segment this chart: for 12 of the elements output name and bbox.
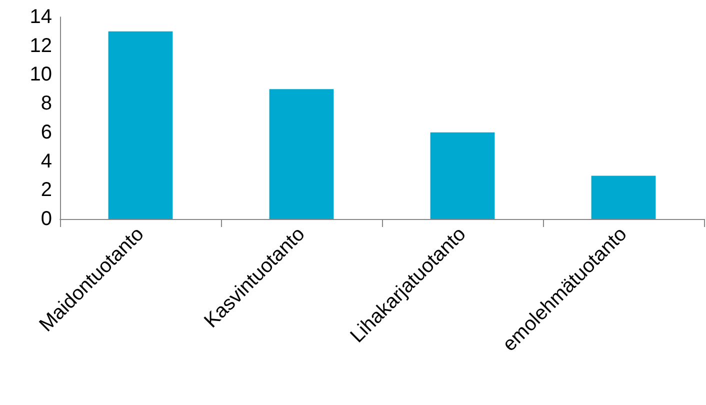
y-tick-label: 4	[40, 150, 52, 172]
bar	[430, 132, 495, 219]
y-tick-label: 10	[30, 64, 52, 86]
bar	[108, 31, 173, 219]
y-tick-label: 8	[40, 92, 52, 115]
y-tick-label: 0	[40, 208, 52, 230]
y-tick-label: 2	[40, 179, 52, 202]
y-tick-label: 14	[30, 6, 52, 28]
bar	[269, 89, 334, 219]
y-tick-label: 12	[30, 34, 52, 57]
bar	[591, 176, 656, 219]
y-tick-label: 6	[40, 121, 52, 144]
